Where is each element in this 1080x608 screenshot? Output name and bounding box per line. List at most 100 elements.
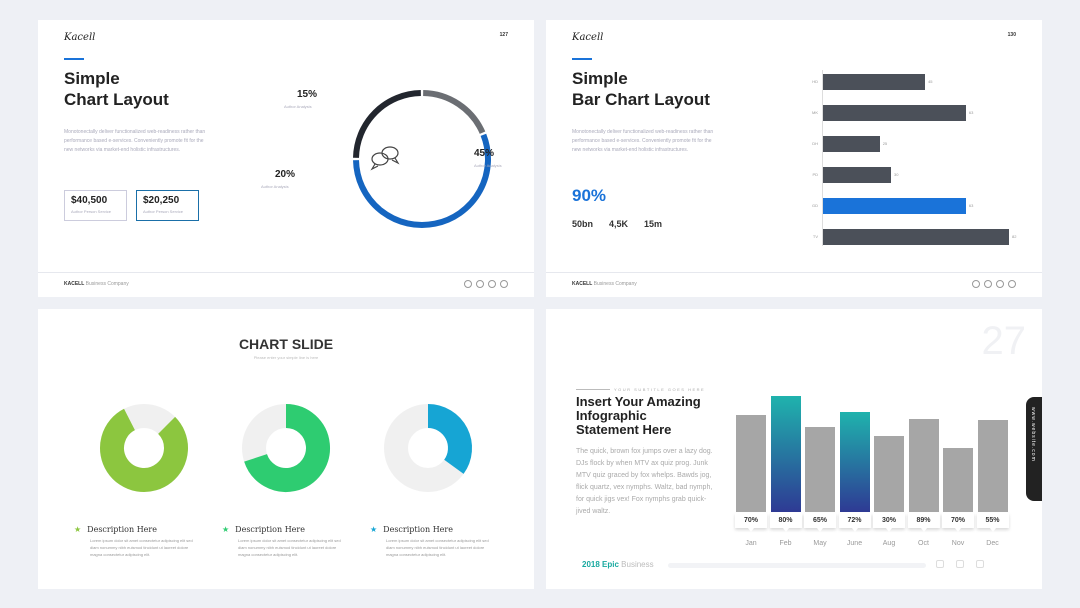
price-box-2: $20,250 Author Person Service xyxy=(136,190,199,221)
slide-bar-chart-layout: Kacell 130 Simple Bar Chart Layout Monot… xyxy=(546,20,1042,297)
donut-segment-1 xyxy=(423,90,486,134)
donut-chart xyxy=(353,90,491,228)
bar-nov xyxy=(943,447,973,512)
bar-value-label: 82 xyxy=(1012,234,1017,239)
footer-year: 2018 Epic xyxy=(582,560,619,569)
footer-divider xyxy=(546,272,1042,273)
bar-value-label: 63 xyxy=(968,110,974,115)
website-side-tab[interactable]: www.website.com xyxy=(1026,397,1042,501)
description-3: ★ Description Here Lorem ipsum dolor sit … xyxy=(370,525,490,558)
description-body: Lorem ipsum dolor sit amet consectetur a… xyxy=(386,538,489,557)
mail-icon[interactable] xyxy=(500,280,508,288)
bar-value-tag: 89% xyxy=(907,513,940,532)
bar-value-tag: 70% xyxy=(735,513,767,532)
twitter-icon[interactable] xyxy=(984,280,992,288)
twitter-icon[interactable] xyxy=(476,280,484,288)
price-sub: Author Person Service xyxy=(143,209,184,214)
pct-label-1: 15% xyxy=(297,89,318,100)
accent-line xyxy=(64,58,84,60)
title-line-3: Statement Here xyxy=(576,422,672,437)
stat-1: 50bn xyxy=(572,219,594,229)
big-percent: 90% xyxy=(572,186,607,205)
instagram-icon[interactable] xyxy=(488,280,496,288)
logo: Kacell xyxy=(572,32,604,43)
price-sub: Author Person Service xyxy=(71,209,112,214)
bar-tv xyxy=(823,229,1009,245)
bar-gd xyxy=(823,198,966,214)
title-line-1: Simple xyxy=(572,69,628,88)
donut-charts xyxy=(100,404,472,492)
star-icon: ★ xyxy=(74,525,82,534)
title-line-2: Chart Layout xyxy=(64,90,169,109)
stats-row: 50bn 4,5K 15m xyxy=(572,219,662,229)
bar-value-tag: 30% xyxy=(873,513,905,532)
stat-3: 15m xyxy=(644,219,663,229)
pct-label-3: 20% xyxy=(275,169,296,180)
description-heading: Description Here xyxy=(235,525,305,534)
month-label: June xyxy=(846,540,863,547)
donut-fill-2 xyxy=(244,404,330,492)
bar-axis xyxy=(822,70,823,246)
bar-category-label: TV xyxy=(812,234,818,239)
accent-line xyxy=(572,58,592,60)
price-value: $20,250 xyxy=(143,195,180,206)
bar-value-tag: 65% xyxy=(804,513,836,532)
slide-title: Simple Bar Chart Layout xyxy=(572,68,710,110)
twitter-icon[interactable] xyxy=(976,560,984,568)
social-icons xyxy=(972,280,1016,288)
title-line-1: Insert Your Amazing xyxy=(576,394,701,409)
title-line-2: Infographic xyxy=(576,408,647,423)
bar-oct xyxy=(908,418,939,512)
kicker-text: YOUR SUBTITLE GOES HERE xyxy=(614,387,706,392)
bar-dec xyxy=(977,420,1008,512)
footer-text: KACELL Business Company xyxy=(64,281,129,287)
donut-fill-3 xyxy=(427,404,472,474)
bar-category-label: HD xyxy=(812,79,818,84)
bar-category-label: MK xyxy=(812,110,818,115)
mail-icon[interactable] xyxy=(1008,280,1016,288)
slide-subtitle: Please enter your simple line is here xyxy=(253,355,319,360)
month-label: Jan xyxy=(745,540,757,547)
price-box-1: $40,500 Author Person Service xyxy=(64,190,127,221)
facebook-icon[interactable] xyxy=(464,280,472,288)
pct-sub-1: Author Analysis xyxy=(284,104,312,109)
description-2: ★ Description Here Lorem ipsum dolor sit … xyxy=(222,525,342,558)
description-heading: Description Here xyxy=(87,525,157,534)
body-text: Monotonectally deliver functionalized we… xyxy=(572,129,714,153)
facebook-icon[interactable] xyxy=(936,560,944,568)
bar-june xyxy=(839,412,870,512)
month-label: Aug xyxy=(882,540,896,547)
slide-title: CHART SLIDE xyxy=(238,336,334,352)
pct-sub-2: Author Analysis xyxy=(474,163,502,168)
bar-hd xyxy=(823,74,926,90)
bar-jan xyxy=(736,415,766,512)
star-icon: ★ xyxy=(370,525,378,534)
bar-value-label: 63 xyxy=(968,203,974,208)
instagram-icon[interactable] xyxy=(956,560,964,568)
description-body: Lorem ipsum dolor sit amet consectetur a… xyxy=(90,538,193,557)
donut-fill-1 xyxy=(100,408,188,492)
instagram-icon[interactable] xyxy=(996,280,1004,288)
month-label: May xyxy=(813,540,827,547)
bar-mk xyxy=(823,105,966,121)
title-line-1: Simple xyxy=(64,69,120,88)
footer-icons xyxy=(936,560,984,568)
bar-value-label: 30 xyxy=(894,172,899,177)
website-text: www.website.com xyxy=(1030,407,1036,462)
stat-2: 4,5K xyxy=(609,219,629,229)
facebook-icon[interactable] xyxy=(972,280,980,288)
description-heading: Description Here xyxy=(383,525,453,534)
donut-segment-3 xyxy=(353,90,421,158)
slide-big-number: 27 xyxy=(981,319,1027,363)
bar-value-tag: 70% xyxy=(942,513,974,532)
star-icon: ★ xyxy=(222,525,230,534)
social-icons xyxy=(464,280,508,288)
pct-label-2: 45% xyxy=(474,148,495,159)
month-label: Oct xyxy=(918,540,929,547)
footer-text: 2018 Epic Business xyxy=(582,560,654,569)
bar-dh xyxy=(823,136,880,152)
footer-text: KACELL Business Company xyxy=(572,281,637,287)
footer-word: Business xyxy=(621,560,654,569)
bar-category-label: DH xyxy=(812,141,818,146)
page-number: 130 xyxy=(1007,32,1016,38)
